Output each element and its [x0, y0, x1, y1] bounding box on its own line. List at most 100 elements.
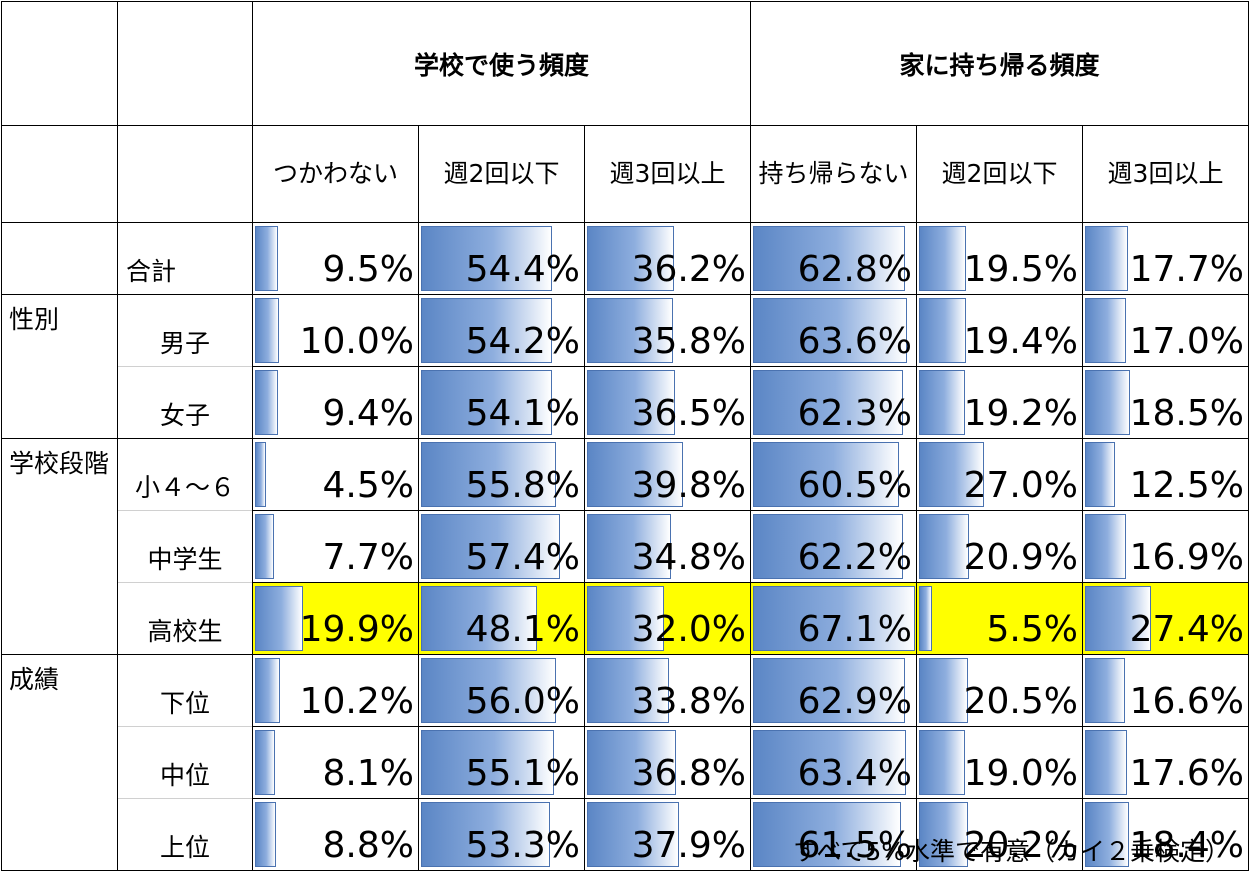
data-bar — [421, 730, 554, 795]
percentage-value: 39.8% — [631, 465, 746, 506]
subgroup-label: 高校生 — [117, 582, 253, 655]
data-bar — [1085, 226, 1128, 291]
percentage-value: 16.9% — [1129, 537, 1244, 578]
percentage-value: 54.1% — [465, 393, 580, 434]
table-row: 女子 9.4% 54.1% 36.5% 62.3% 19.2% 18.5% — [2, 366, 1249, 439]
column-header: 週2回以下 — [418, 125, 585, 223]
subgroup-label: 女子 — [117, 366, 253, 439]
percentage-value: 60.5% — [797, 465, 912, 506]
data-bar — [753, 226, 905, 291]
value-cell: 54.1% — [418, 366, 585, 439]
percentage-value: 63.6% — [797, 321, 912, 362]
value-cell: 34.8% — [584, 510, 751, 583]
value-cell: 36.5% — [584, 366, 751, 439]
data-bar — [919, 370, 965, 435]
value-cell: 48.1% — [418, 582, 585, 655]
data-bar — [919, 514, 969, 579]
percentage-value: 17.0% — [1129, 321, 1244, 362]
data-bar — [753, 298, 907, 363]
value-cell: 9.5% — [252, 222, 419, 295]
value-cell: 57.4% — [418, 510, 585, 583]
value-cell: 63.6% — [750, 294, 917, 367]
table-row: 中学生 7.7% 57.4% 34.8% 62.2% 20.9% 16.9% — [2, 510, 1249, 583]
value-cell: 55.8% — [418, 438, 585, 511]
value-cell: 55.1% — [418, 726, 585, 799]
value-cell: 37.9% — [584, 798, 751, 871]
value-cell: 12.5% — [1082, 438, 1249, 511]
percentage-value: 16.6% — [1129, 681, 1244, 722]
column-header: 週3回以上 — [584, 125, 751, 223]
table-body: 合計 9.5% 54.4% 36.2% 62.8% 19.5% 17.7% 性別 男子 10.0%… — [1, 222, 1249, 871]
data-bar — [421, 514, 560, 579]
data-bar — [753, 658, 905, 723]
percentage-value: 12.5% — [1129, 465, 1244, 506]
data-bar — [421, 370, 552, 435]
percentage-value: 54.2% — [465, 321, 580, 362]
data-bar — [919, 730, 965, 795]
table-row: 合計 9.5% 54.4% 36.2% 62.8% 19.5% 17.7% — [1, 222, 1249, 295]
percentage-value: 55.8% — [465, 465, 580, 506]
subgroup-label: 中位 — [117, 726, 253, 799]
value-cell: 17.6% — [1082, 726, 1249, 799]
value-cell: 32.0% — [584, 582, 751, 655]
percentage-value: 4.5% — [322, 465, 414, 506]
data-bar — [421, 442, 556, 507]
data-bar — [587, 586, 664, 651]
value-cell: 19.5% — [916, 222, 1083, 295]
percentage-value: 17.7% — [1129, 249, 1244, 290]
data-bar — [587, 730, 676, 795]
table-row: 性別 男子 10.0% 54.2% 35.8% 63.6% 19.4% 17.0% — [1, 294, 1249, 439]
value-cell: 10.2% — [252, 654, 419, 727]
value-cell: 56.0% — [418, 654, 585, 727]
data-bar — [753, 802, 901, 867]
value-cell: 16.6% — [1082, 654, 1249, 727]
percentage-value: 19.0% — [963, 753, 1078, 794]
data-bar — [753, 730, 906, 795]
value-cell: 39.8% — [584, 438, 751, 511]
data-bar — [1085, 370, 1130, 435]
percentage-value: 48.1% — [465, 609, 580, 650]
percentage-value: 9.4% — [322, 393, 414, 434]
data-bar — [255, 586, 303, 651]
data-bar — [255, 658, 280, 723]
data-bar — [587, 370, 675, 435]
data-bar — [421, 226, 552, 291]
value-cell: 19.9% — [252, 582, 419, 655]
value-cell: 20.2% — [916, 798, 1083, 871]
header-row-groups: 学校で使う頻度 家に持ち帰る頻度 — [1, 1, 1249, 126]
data-bar — [1085, 298, 1126, 363]
data-bar — [255, 802, 276, 867]
category-label: 成績 — [1, 654, 118, 871]
data-bar — [1085, 802, 1129, 867]
value-cell: 60.5% — [750, 438, 917, 511]
value-cell: 27.0% — [916, 438, 1083, 511]
data-bar — [919, 802, 968, 867]
percentage-value: 8.8% — [322, 825, 414, 866]
percentage-value: 7.7% — [322, 537, 414, 578]
percentage-value: 19.9% — [299, 609, 414, 650]
data-bar — [587, 226, 674, 291]
data-bar — [255, 442, 266, 507]
percentage-value: 55.1% — [465, 753, 580, 794]
value-cell: 62.2% — [750, 510, 917, 583]
value-cell: 61.5% — [750, 798, 917, 871]
corner-cell — [1, 125, 118, 223]
percentage-value: 36.5% — [631, 393, 746, 434]
data-bar — [421, 586, 537, 651]
table-row: 成績 下位 10.2% 56.0% 33.8% 62.9% 20.5% 16.6% — [1, 654, 1249, 871]
category-label: 学校段階 — [1, 438, 118, 655]
value-cell: 36.2% — [584, 222, 751, 295]
percentage-value: 33.8% — [631, 681, 746, 722]
data-bar — [1085, 586, 1151, 651]
category-label — [1, 222, 118, 295]
value-cell: 54.2% — [418, 294, 585, 367]
value-cell: 10.0% — [252, 294, 419, 367]
table-row: 高校生 19.9% 48.1% 32.0% 67.1% 5.5% 27.4% — [2, 582, 1249, 655]
percentage-value: 17.6% — [1129, 753, 1244, 794]
value-cell: 4.5% — [252, 438, 419, 511]
percentage-value: 18.5% — [1129, 393, 1244, 434]
percentage-value: 34.8% — [631, 537, 746, 578]
data-bar — [919, 658, 968, 723]
column-header: 週3回以上 — [1082, 125, 1249, 223]
data-bar — [753, 442, 899, 507]
